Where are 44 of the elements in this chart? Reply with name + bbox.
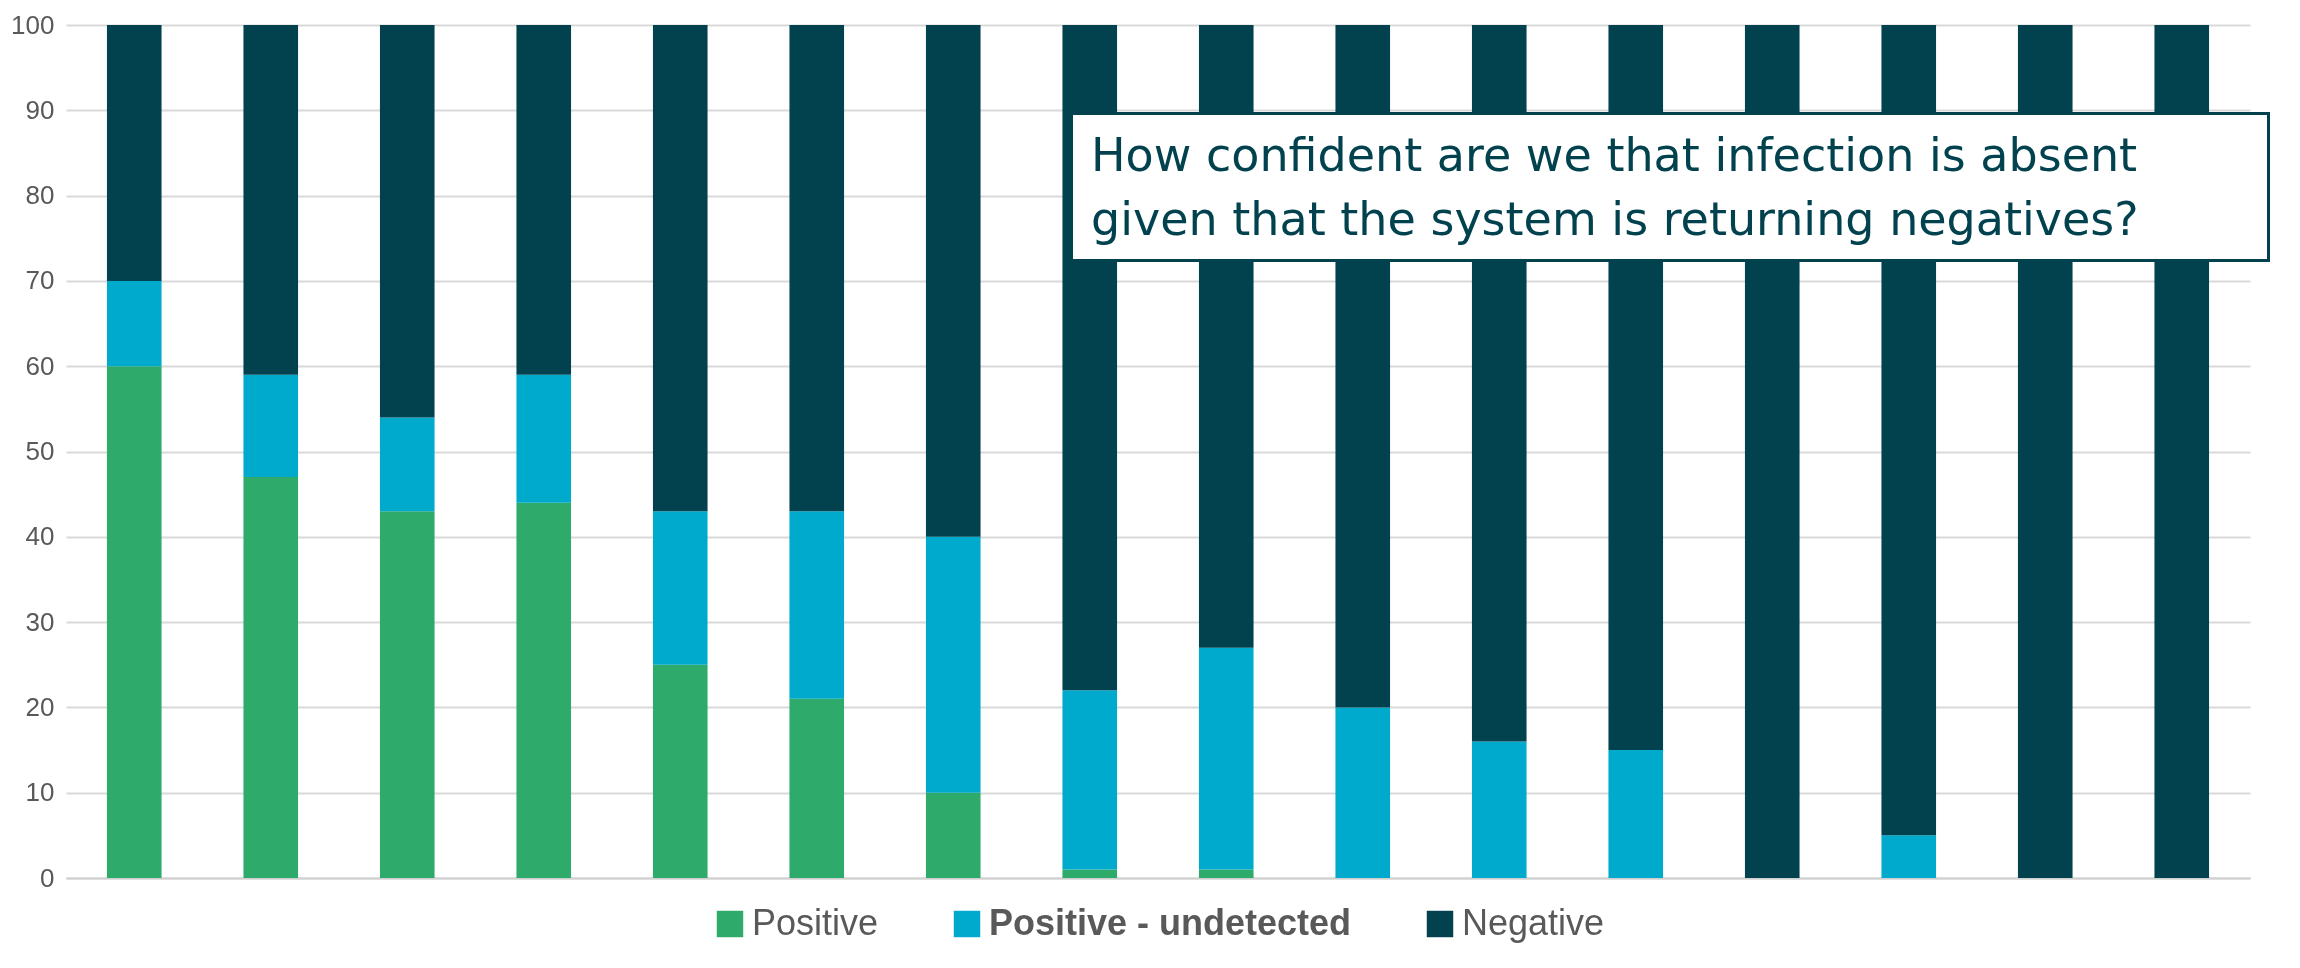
bar [1881,835,1937,878]
y-tick-label: 10 [25,777,55,808]
bar [1335,707,1391,878]
y-tick-label: 30 [25,606,55,637]
bar [789,25,845,512]
bar [106,280,162,367]
bar [379,511,435,878]
y-tick-label: 70 [25,265,55,296]
bar [379,417,435,512]
legend-label: Negative [1462,902,1605,943]
bar [1608,750,1664,878]
bar [1062,690,1118,870]
bar [516,374,572,503]
y-tick-label: 90 [25,94,55,125]
bar [652,511,708,665]
bar [106,25,162,281]
bar [379,25,435,418]
legend-label: Positive [752,902,879,943]
bar [1198,647,1254,870]
bar [789,698,845,878]
bar [1198,869,1254,878]
y-tick-label: 0 [40,862,55,893]
bar [106,366,162,878]
bar [1062,869,1118,878]
y-tick-label: 20 [25,691,55,722]
bar [925,792,981,878]
bar [652,25,708,512]
bar [1471,741,1527,878]
text-box: How confident are we that infection is absent given that the system is returning negatives? [1070,112,2270,262]
bar [789,511,845,699]
legend-label: Positive - undetected [989,902,1352,943]
bar [516,502,572,878]
y-tick-label: 60 [25,350,55,381]
bar [925,536,981,793]
y-tick-label: 100 [11,9,55,40]
bar [925,25,981,537]
bar [243,25,299,375]
y-tick-label: 40 [25,521,55,552]
bar [243,374,299,478]
bar [516,25,572,375]
bar [652,664,708,878]
y-tick-label: 80 [25,180,55,211]
bar [243,477,299,878]
y-tick-label: 50 [25,436,55,466]
